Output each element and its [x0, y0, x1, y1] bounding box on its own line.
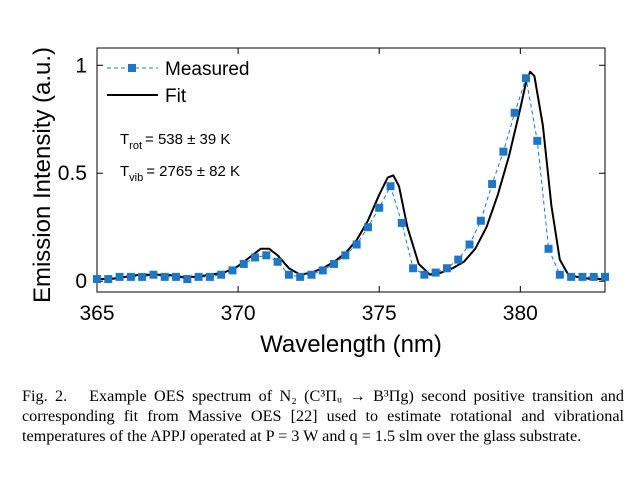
measured-point — [601, 272, 609, 281]
y-tick-label: 1 — [75, 54, 87, 77]
y-tick-label: 0.5 — [58, 162, 87, 185]
rotational-temperature-annotation: Trot = 538 ± 39 K — [120, 131, 230, 152]
caption-label: Fig. 2. — [22, 387, 68, 405]
measured-point — [149, 270, 158, 279]
vib-value: = 2765 ± 82 K — [146, 163, 240, 180]
measured-point — [138, 272, 147, 281]
measured-point — [126, 272, 135, 281]
series-layer — [93, 70, 609, 284]
measured-point — [442, 264, 451, 273]
caption-text: Example OES spectrum of N₂ (C³Πᵤ → B³Πg)… — [22, 387, 624, 445]
measured-point — [510, 108, 519, 117]
measured-point — [273, 257, 282, 266]
measured-point — [465, 240, 474, 249]
measured-point — [375, 203, 384, 212]
y-axis-title: Emission Intensity (a.u.) — [29, 47, 56, 303]
measured-point — [104, 275, 113, 284]
measured-point — [578, 272, 587, 281]
measured-point — [521, 74, 530, 83]
legend: Measured Fit — [107, 59, 250, 107]
measured-point — [296, 272, 305, 281]
measured-point — [454, 255, 463, 264]
measured-point — [284, 270, 293, 279]
measured-point — [352, 240, 361, 249]
x-tick-label: 365 — [79, 302, 114, 325]
vib-subscript: vib — [129, 172, 143, 184]
measured-point — [555, 270, 564, 279]
measured-point — [431, 268, 440, 277]
measured-point — [228, 266, 237, 275]
rot-subscript: rot — [129, 140, 142, 152]
x-tick-label: 370 — [221, 302, 256, 325]
legend-measured-label: Measured — [165, 59, 250, 80]
measured-point — [589, 272, 598, 281]
measured-point — [397, 218, 406, 227]
measured-point — [183, 275, 192, 284]
x-axis-title: Wavelength (nm) — [260, 331, 442, 358]
vibrational-temperature-annotation: Tvib = 2765 ± 82 K — [120, 163, 240, 184]
legend-fit-label: Fit — [165, 86, 187, 107]
x-tick-label: 375 — [362, 302, 397, 325]
y-tick-label: 0 — [75, 270, 87, 293]
measured-point — [420, 270, 429, 279]
measured-series-line — [97, 78, 605, 280]
measured-point — [160, 272, 169, 281]
figure-caption: Fig. 2. Example OES spectrum of N₂ (C³Πᵤ… — [22, 386, 624, 446]
measured-point — [262, 251, 271, 260]
measured-point — [251, 253, 260, 262]
measured-point — [544, 244, 553, 253]
plot-frame — [96, 47, 606, 293]
measured-point — [386, 182, 395, 191]
legend-measured-swatch-marker — [128, 64, 136, 72]
axis-tick-labels: 365 370 375 380 0 0.5 1 — [58, 54, 538, 325]
measured-point — [172, 272, 181, 281]
measured-point — [330, 259, 339, 268]
axis-ticks — [96, 48, 605, 292]
rot-symbol: T — [120, 131, 129, 148]
measured-point — [567, 272, 576, 281]
measured-point — [115, 272, 124, 281]
measured-point — [476, 216, 485, 225]
measured-point — [499, 147, 508, 156]
measured-point — [93, 275, 101, 284]
x-tick-label: 380 — [503, 302, 538, 325]
rot-value: = 538 ± 39 K — [145, 131, 230, 148]
measured-point — [194, 272, 203, 281]
measured-point — [205, 272, 214, 281]
measured-point — [363, 223, 372, 232]
measured-point — [307, 270, 316, 279]
measured-point — [488, 180, 497, 189]
vib-symbol: T — [120, 163, 129, 180]
measured-point — [533, 136, 542, 145]
measured-point — [341, 251, 350, 260]
temperature-annotations: Trot = 538 ± 39 K Tvib = 2765 ± 82 K — [120, 131, 240, 184]
measured-point — [217, 270, 226, 279]
measured-point — [409, 264, 418, 273]
emission-spectrum-chart: 365 370 375 380 0 0.5 1 Wavelength (nm) Emissi… — [29, 47, 609, 358]
measured-point — [318, 266, 327, 275]
measured-point — [239, 259, 248, 268]
